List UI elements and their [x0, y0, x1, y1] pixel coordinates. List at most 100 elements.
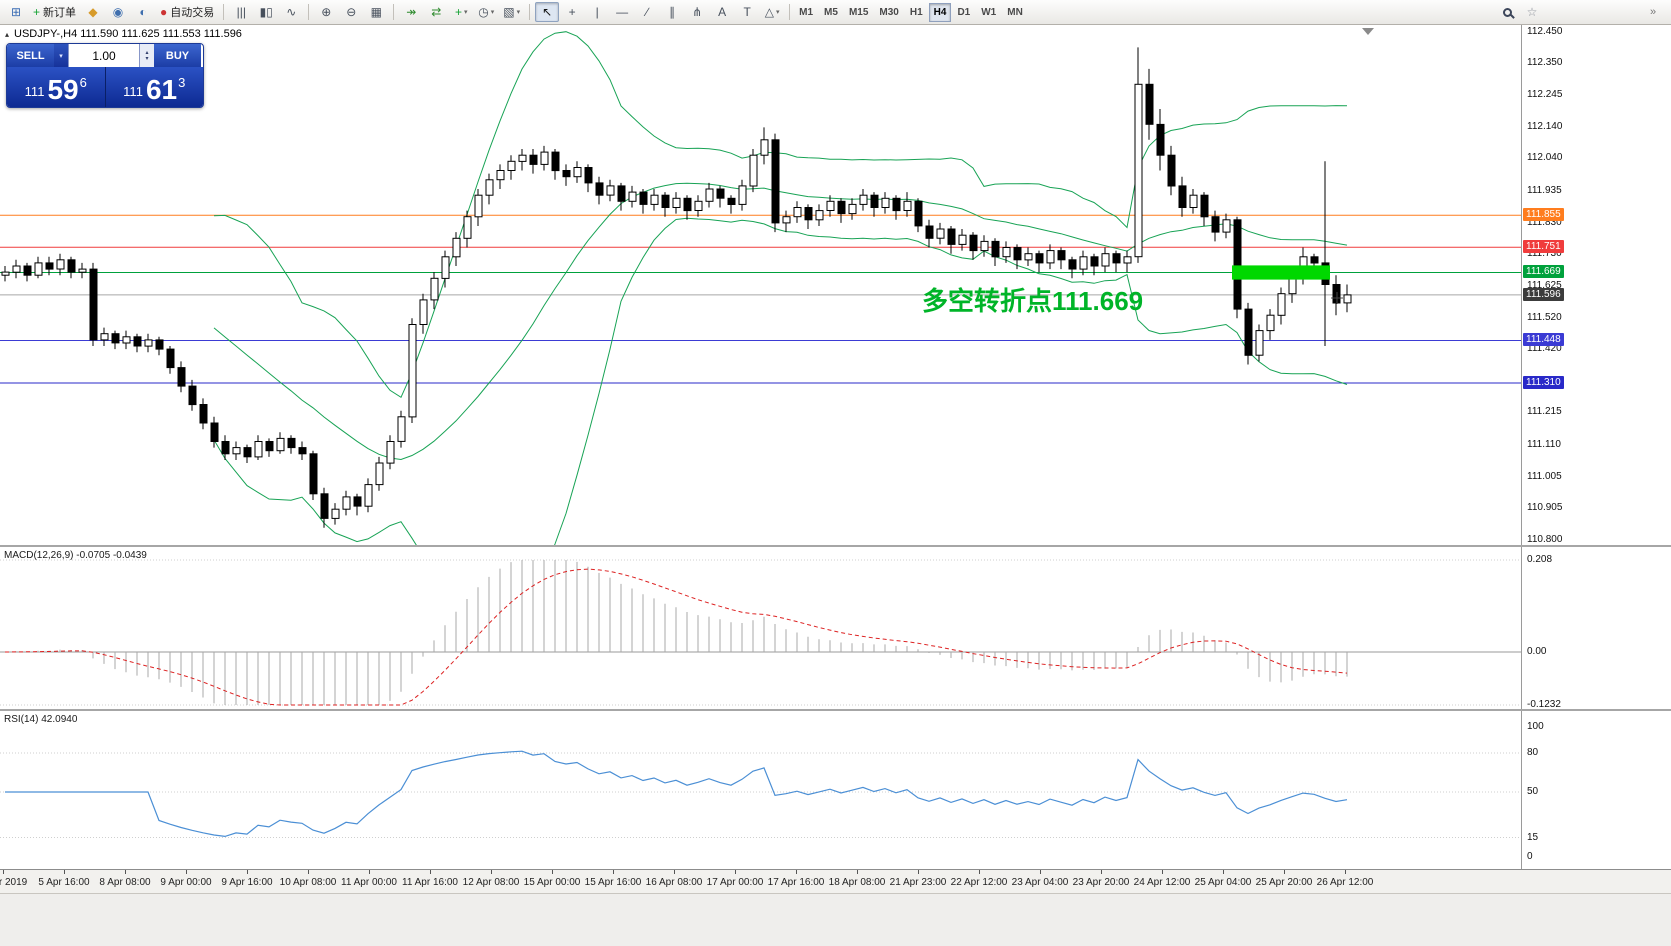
zoom-in-button[interactable]: ⊕	[314, 2, 338, 22]
timeframe-H4[interactable]: H4	[928, 2, 952, 22]
timeframe-M30[interactable]: M30	[879, 6, 899, 18]
time-tick	[64, 870, 65, 874]
time-label: 4 Apr 2019	[0, 877, 28, 888]
autotrading-button[interactable]: ● 自动交易	[156, 2, 218, 22]
time-label: 22 Apr 12:00	[950, 877, 1008, 888]
price-pane[interactable]: ▴ USDJPY-,H4 111.590 111.625 111.553 111…	[0, 25, 1671, 545]
volume-input[interactable]	[68, 44, 140, 67]
fibonacci-button[interactable]: ⋔	[685, 2, 709, 22]
buy-price[interactable]: 111 61 3	[106, 67, 204, 107]
text-label-button[interactable]: T	[735, 2, 759, 22]
zoom-out-button[interactable]: ⊖	[339, 2, 363, 22]
market-watch-button[interactable]: ◆	[81, 2, 105, 22]
time-label: 9 Apr 00:00	[160, 877, 212, 888]
price-tick: 111.420	[1527, 343, 1562, 355]
rsi-pane[interactable]: RSI(14) 42.0940 100 80 50 15 0	[0, 711, 1671, 869]
timeframe-W1[interactable]: W1	[981, 6, 997, 18]
pane-splitter[interactable]	[0, 545, 1671, 547]
trendline-button[interactable]: ∕	[635, 2, 659, 22]
time-label: 21 Apr 23:00	[889, 877, 947, 888]
templates-button[interactable]: ▧ ▾	[499, 2, 524, 22]
timeframe-group: M1 M5 M15 M30 H1 H4 D1 W1 MN	[794, 2, 1028, 22]
time-label: 15 Apr 00:00	[523, 877, 581, 888]
price-line-label: 111.751	[1523, 240, 1564, 254]
candlestick-chart-button[interactable]: ▮▯	[254, 2, 278, 22]
timeframe-M15[interactable]: M15	[848, 6, 869, 18]
shapes-button[interactable]: △ ▾	[760, 2, 784, 22]
search-icon	[1502, 7, 1512, 17]
periods-icon: ◷	[478, 5, 489, 19]
text-button[interactable]: A	[710, 2, 734, 22]
sell-button[interactable]: SELL	[7, 44, 54, 67]
price-chart-canvas[interactable]	[0, 25, 1521, 545]
rsi-label: RSI(14) 42.0940	[4, 714, 78, 725]
toolbar-separator	[789, 4, 791, 20]
time-tick	[1162, 870, 1163, 874]
crosshair-button[interactable]: +	[560, 2, 584, 22]
spin-up-icon[interactable]: ▴	[145, 49, 149, 56]
time-tick	[3, 870, 4, 874]
time-tick	[1101, 870, 1102, 874]
timeframe-M1[interactable]: M1	[799, 6, 814, 18]
zoom-out-icon: ⊖	[346, 5, 357, 19]
time-tick	[1345, 870, 1346, 874]
time-tick	[308, 870, 309, 874]
price-line-label: 111.669	[1523, 265, 1564, 279]
sell-price-prefix: 111	[24, 84, 45, 99]
time-tick	[796, 870, 797, 874]
search-button[interactable]	[1495, 2, 1519, 22]
buy-price-big: 61	[145, 74, 178, 105]
spin-down-icon[interactable]: ▾	[145, 55, 149, 62]
chart-shift-button[interactable]: ⇄	[424, 2, 448, 22]
rsi-tick: 100	[1527, 721, 1544, 732]
indicators-button[interactable]: + ▾	[449, 2, 473, 22]
timeframe-MN[interactable]: MN	[1007, 6, 1023, 18]
equidistant-channel-button[interactable]: ∥	[660, 2, 684, 22]
data-window-button[interactable]: ◉	[106, 2, 130, 22]
navigator-button[interactable]: ◐	[131, 2, 155, 22]
rsi-canvas[interactable]	[0, 711, 1521, 869]
chart-title: ▴ USDJPY-,H4 111.590 111.625 111.553 111…	[5, 28, 242, 40]
navigator-icon: ◐	[139, 5, 147, 19]
price-tick: 111.830	[1527, 216, 1562, 228]
bar-chart-button[interactable]: |||	[229, 2, 253, 22]
horizontal-line-button[interactable]: —	[610, 2, 634, 22]
periods-button[interactable]: ◷ ▾	[474, 2, 498, 22]
macd-pane[interactable]: MACD(12,26,9) -0.0705 -0.0439 0.208 0.00 -…	[0, 547, 1671, 709]
timeframe-H1[interactable]: H1	[909, 6, 923, 18]
buy-button[interactable]: BUY	[154, 44, 201, 67]
time-axis[interactable]: 4 Apr 2019 5 Apr 16:00 8 Apr 08:00 9 Apr 00…	[0, 869, 1671, 893]
toolbar-overflow-button[interactable]: »	[1649, 6, 1657, 18]
sell-price[interactable]: 111 59 6	[7, 67, 105, 107]
buy-price-sup: 3	[178, 75, 186, 90]
watchlist-button[interactable]: ☆	[1520, 2, 1544, 22]
price-axis[interactable]: 112.450 112.350 112.245 112.140 112.040 111.9…	[1521, 25, 1671, 545]
bottom-strip	[0, 893, 1671, 946]
auto-scroll-button[interactable]: ↠	[399, 2, 423, 22]
line-chart-button[interactable]: ∿	[279, 2, 303, 22]
tile-windows-button[interactable]: ▦	[364, 2, 388, 22]
new-order-button[interactable]: + 新订单	[29, 2, 80, 22]
time-label: 26 Apr 12:00	[1316, 877, 1374, 888]
price-tick: 111.935	[1527, 184, 1562, 196]
autotrading-label: 自动交易	[170, 7, 215, 19]
time-tick	[674, 870, 675, 874]
chart-window-button[interactable]: ⊞	[4, 2, 28, 22]
time-label: 17 Apr 00:00	[706, 877, 764, 888]
new-order-icon: +	[33, 5, 41, 19]
timeframe-D1[interactable]: D1	[957, 6, 971, 18]
timeframe-M5[interactable]: M5	[824, 6, 838, 18]
sell-dropdown[interactable]: ▾	[54, 44, 68, 67]
price-tick: 112.040	[1527, 152, 1563, 164]
macd-canvas[interactable]	[0, 547, 1521, 709]
pane-splitter[interactable]	[0, 709, 1671, 711]
chart-title-text: USDJPY-,H4 111.590 111.625 111.553 111.5…	[14, 28, 242, 40]
cursor-button[interactable]: ↖	[535, 2, 560, 22]
volume-stepper[interactable]: ▴ ▾	[140, 44, 154, 67]
time-label: 11 Apr 16:00	[402, 877, 458, 888]
vertical-line-icon: |	[595, 5, 599, 19]
collapse-panel-icon[interactable]: ▴	[5, 29, 10, 39]
toolbar-button-group: ⊞ + 新订单 ◆ ◉ ◐ ● 自动交易 ||| ▮▯ ∿ ⊕ ⊖ ▦ ↠ ⇄ + ▾ ◷ ▾ ▧ ▾ ↖ + | — ∕ ∥ ⋔ A T △…	[4, 2, 794, 22]
toolbar-separator	[308, 4, 310, 20]
vertical-line-button[interactable]: |	[585, 2, 609, 22]
